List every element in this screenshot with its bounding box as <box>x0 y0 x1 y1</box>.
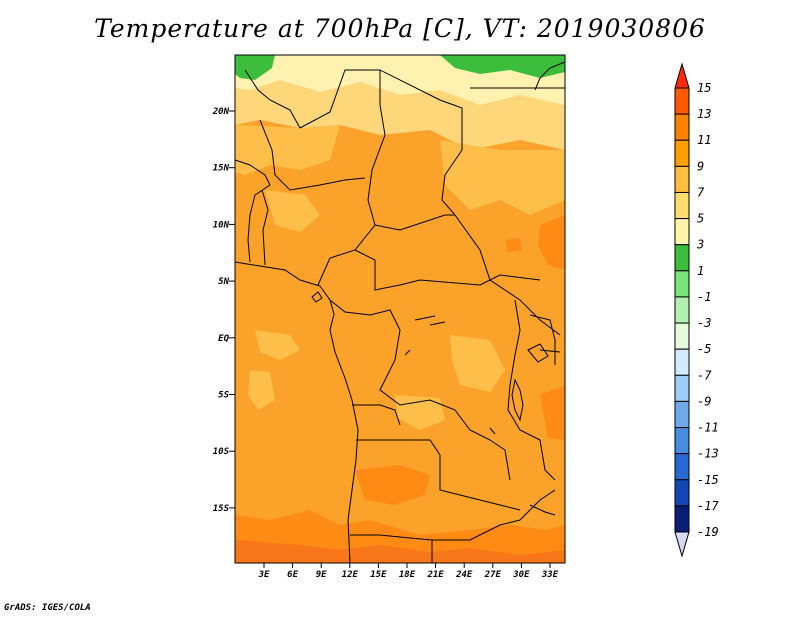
lake <box>511 378 524 422</box>
lat-tick-label: 5N <box>218 277 229 287</box>
latitude-axis: 20N 15N 10N 5N EQ 5S 10S 15S <box>212 107 235 514</box>
border <box>244 69 301 129</box>
colorbar-label: 7 <box>697 185 705 199</box>
colorbar-label: -15 <box>697 473 719 487</box>
boundaries <box>235 61 565 563</box>
coastline <box>235 261 359 563</box>
border <box>379 69 561 336</box>
colorbar-swatch <box>674 400 690 429</box>
lon-tick-label: 15E <box>370 570 387 580</box>
colorbar-swatch <box>674 270 690 298</box>
border <box>356 439 521 511</box>
colorbar-swatch <box>674 139 690 167</box>
border <box>507 299 556 481</box>
colorbar-swatch <box>674 244 690 272</box>
river-outline <box>404 315 496 435</box>
colorbar-label: 3 <box>696 238 704 252</box>
colorbar-swatch <box>674 453 690 481</box>
colorbar-swatch <box>674 505 690 533</box>
colorbar-extend-bottom <box>674 531 690 558</box>
grads-credit: GrADS: IGES/COLA <box>4 603 91 613</box>
colorbar-label: -5 <box>697 342 711 356</box>
map-title: Temperature at 700hPa [C], VT: 201903080… <box>94 14 706 43</box>
colorbar-label: -11 <box>697 421 719 435</box>
colorbar-label: -7 <box>697 368 712 382</box>
field-patch-warm <box>355 465 430 505</box>
colorbar-label: 15 <box>697 81 711 95</box>
colorbar-label: 1 <box>697 264 704 278</box>
border <box>354 249 541 291</box>
border <box>299 69 386 286</box>
lake <box>529 504 556 516</box>
field-patch-light <box>450 335 505 392</box>
colorbar-label: -19 <box>697 525 719 539</box>
border <box>539 349 561 353</box>
colorbar-swatch <box>674 113 690 141</box>
colorbar-label: 5 <box>697 212 704 226</box>
colorbar-swatch <box>674 479 690 507</box>
field-patch-warm <box>540 385 565 440</box>
colorbar-swatch <box>674 296 690 324</box>
field-patch-light <box>255 330 300 360</box>
colorbar-label: 9 <box>697 159 704 173</box>
lat-tick-label: 10S <box>213 447 230 457</box>
lon-tick-label: 9E <box>316 570 327 580</box>
lon-tick-label: 6E <box>287 570 298 580</box>
colorbar-swatch <box>674 87 690 115</box>
field-cold-patch-west <box>235 55 275 80</box>
colorbar-extend-top <box>674 62 690 89</box>
map-frame <box>234 54 566 564</box>
border <box>529 314 556 365</box>
colorbar-label: 13 <box>697 107 711 121</box>
field-cold-patch-east <box>440 55 565 78</box>
coastline-east <box>534 61 565 91</box>
field-band-hot-inner <box>235 540 565 563</box>
field-patch-light <box>440 140 565 215</box>
colorbar-swatch <box>674 427 690 455</box>
colorbar-swatch <box>674 348 690 376</box>
lon-tick-label: 24E <box>455 570 473 580</box>
colorbar-swatch <box>674 165 690 193</box>
lon-tick-label: 21E <box>426 570 444 580</box>
lon-tick-label: 3E <box>258 570 270 580</box>
colorbar-swatch <box>674 218 690 246</box>
lat-tick-label: 5S <box>218 391 229 401</box>
island <box>311 291 323 303</box>
colorbar-label: -3 <box>697 316 711 330</box>
colorbar-label: -17 <box>697 499 719 513</box>
lon-tick-label: 12E <box>342 570 359 580</box>
colorbar: 15 13 11 9 7 5 3 1 -1 -3 -5 -7 -9 -11 -13 -15 -17 -19 <box>674 62 719 558</box>
lon-tick-label: 30E <box>512 570 530 580</box>
temperature-field <box>235 55 565 563</box>
lon-tick-label: 27E <box>484 570 502 580</box>
lat-tick-label: 15S <box>213 504 230 514</box>
border <box>352 404 401 426</box>
colorbar-label: 11 <box>697 133 711 147</box>
field-patch-light <box>248 370 275 410</box>
field-patch-light <box>265 190 320 232</box>
colorbar-swatch <box>674 191 690 220</box>
border <box>329 299 511 481</box>
field-patch-warm <box>538 215 565 270</box>
border <box>374 214 455 231</box>
lat-tick-label: 20N <box>212 107 230 117</box>
lon-tick-label: 18E <box>399 570 416 580</box>
lon-tick-label: 33E <box>541 570 559 580</box>
field-patch-light <box>235 125 340 175</box>
field-patch-warm <box>505 238 522 252</box>
colorbar-swatch <box>674 322 690 350</box>
colorbar-label: -13 <box>697 447 719 461</box>
lat-tick-label: 10N <box>213 220 230 230</box>
border <box>261 189 269 266</box>
colorbar-label: -9 <box>697 394 711 408</box>
longitude-axis: 3E 6E 9E 12E 15E 18E 21E 24E 27E 30E 33E <box>258 563 559 580</box>
colorbar-label: -1 <box>697 290 711 304</box>
lat-tick-label: EQ <box>218 334 229 344</box>
lake <box>527 343 549 363</box>
colorbar-swatch <box>674 374 690 402</box>
lat-tick-label: 15N <box>213 164 230 174</box>
border <box>259 119 366 191</box>
